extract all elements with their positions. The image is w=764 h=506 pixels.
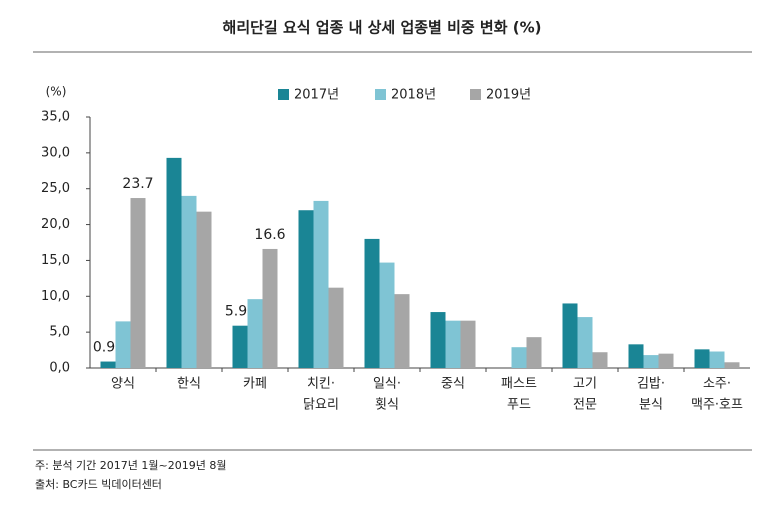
bar (724, 362, 740, 368)
source: 출처: BC카드 빅데이터센터 (35, 478, 162, 491)
x-tick-label: 푸드 (507, 398, 531, 413)
y-tick-label: 20,0 (41, 217, 70, 232)
x-tick-label: 치킨· (307, 377, 335, 392)
x-tick-label: 고기 (573, 377, 597, 392)
bar (364, 238, 380, 368)
bar (592, 352, 608, 368)
bar (115, 321, 131, 368)
y-tick-label: 0,0 (49, 361, 70, 376)
bar (394, 294, 410, 368)
legend-swatch (375, 89, 386, 100)
value-label: 0.9 (93, 340, 115, 356)
bar (694, 349, 710, 368)
y-tick-label: 15,0 (41, 253, 70, 268)
bar (313, 200, 329, 368)
bar (379, 262, 395, 368)
x-tick-label: 양식 (111, 377, 135, 392)
x-tick-label: 패스트 (501, 377, 537, 392)
bar (196, 211, 212, 368)
bar (232, 325, 248, 368)
x-tick-label: 횟식 (375, 398, 399, 413)
bar (577, 317, 593, 368)
bar (709, 351, 725, 368)
bar (100, 361, 116, 368)
bar (130, 198, 146, 368)
legend-label: 2017년 (294, 88, 339, 103)
bar (460, 320, 476, 368)
bar (628, 344, 644, 368)
x-tick-label: 소주· (703, 377, 731, 392)
x-tick-label: 카페 (243, 377, 267, 392)
y-tick-label: 30,0 (41, 145, 70, 160)
value-label: 23.7 (122, 176, 153, 192)
bar (247, 299, 263, 368)
value-label: 5.9 (225, 304, 247, 320)
x-tick-label: 전문 (573, 398, 597, 413)
x-tick-label: 중식 (441, 377, 465, 392)
legend-label: 2018년 (391, 88, 436, 103)
value-label: 16.6 (254, 227, 285, 243)
bar (562, 303, 578, 368)
bar (511, 347, 527, 368)
bar (166, 157, 182, 368)
y-tick-label: 10,0 (41, 289, 70, 304)
bar (445, 320, 461, 368)
legend-swatch (278, 89, 289, 100)
y-tick-label: 35,0 (41, 110, 70, 125)
bar (262, 248, 278, 368)
x-tick-label: 닭요리 (303, 398, 339, 413)
bar (526, 337, 542, 368)
x-tick-label: 한식 (177, 377, 201, 392)
y-tick-label: 5,0 (49, 325, 70, 340)
x-tick-label: 김밥· (637, 377, 665, 392)
bar (430, 312, 446, 368)
legend-label: 2019년 (486, 88, 531, 103)
bar (328, 287, 344, 368)
y-unit: (%) (46, 85, 67, 99)
bar (298, 210, 314, 368)
bar (181, 195, 197, 368)
chart-title: 해리단길 요식 업종 내 상세 업종별 비중 변화 (%) (223, 19, 542, 37)
bar (658, 353, 674, 368)
x-tick-label: 일식· (373, 377, 401, 392)
legend-swatch (470, 89, 481, 100)
bar (643, 355, 659, 368)
x-tick-label: 맥주·호프 (691, 398, 743, 413)
footnote: 주: 분석 기간 2017년 1월~2019년 8월 (35, 459, 226, 472)
x-tick-label: 분식 (639, 398, 663, 413)
y-tick-label: 25,0 (41, 181, 70, 196)
